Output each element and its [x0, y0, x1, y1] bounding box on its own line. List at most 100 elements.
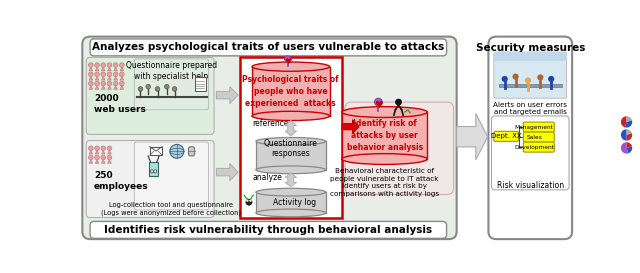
Circle shape [95, 63, 99, 67]
Polygon shape [89, 160, 93, 163]
Circle shape [170, 144, 184, 158]
FancyBboxPatch shape [195, 78, 205, 91]
Circle shape [101, 146, 106, 151]
Text: Identify risk of
attacks by user
behavior analysis: Identify risk of attacks by user behavio… [346, 119, 422, 152]
Polygon shape [101, 86, 105, 89]
FancyBboxPatch shape [150, 147, 162, 155]
Ellipse shape [342, 154, 428, 164]
Polygon shape [101, 77, 105, 80]
Circle shape [548, 76, 554, 82]
Circle shape [146, 84, 150, 89]
Wedge shape [625, 120, 632, 127]
Circle shape [246, 199, 252, 205]
Circle shape [95, 146, 99, 151]
Ellipse shape [256, 166, 326, 174]
Circle shape [88, 155, 93, 160]
FancyBboxPatch shape [494, 52, 566, 98]
Circle shape [88, 72, 93, 77]
Polygon shape [95, 86, 99, 89]
Circle shape [502, 76, 508, 82]
Text: Management: Management [515, 124, 554, 130]
Circle shape [396, 99, 402, 105]
Wedge shape [627, 142, 632, 148]
Circle shape [525, 78, 531, 84]
Ellipse shape [252, 111, 330, 121]
Polygon shape [95, 151, 99, 154]
Wedge shape [621, 116, 627, 127]
Polygon shape [89, 151, 93, 154]
Circle shape [155, 87, 160, 91]
FancyBboxPatch shape [83, 37, 457, 239]
FancyBboxPatch shape [345, 102, 454, 194]
Wedge shape [621, 142, 628, 154]
Circle shape [138, 87, 143, 91]
Circle shape [95, 155, 99, 160]
Polygon shape [89, 77, 93, 80]
Circle shape [107, 63, 112, 67]
Circle shape [246, 200, 248, 202]
Circle shape [374, 98, 382, 106]
FancyBboxPatch shape [524, 122, 554, 132]
Circle shape [113, 63, 118, 67]
FancyBboxPatch shape [86, 57, 214, 134]
Text: Questionnaire prepared
with specialist help: Questionnaire prepared with specialist h… [126, 61, 217, 81]
Polygon shape [216, 87, 238, 103]
Polygon shape [120, 67, 124, 71]
Polygon shape [95, 160, 99, 163]
Wedge shape [627, 129, 632, 135]
Circle shape [107, 155, 112, 160]
FancyBboxPatch shape [499, 84, 562, 87]
Text: Security measures: Security measures [476, 43, 585, 53]
Circle shape [154, 170, 157, 173]
Circle shape [107, 146, 112, 151]
FancyBboxPatch shape [90, 221, 447, 238]
Text: Questionnaire
responses: Questionnaire responses [264, 139, 317, 158]
FancyBboxPatch shape [492, 116, 569, 190]
Polygon shape [101, 160, 105, 163]
Text: Log-collection tool and questionnaire
(Logs were anonymized before collection): Log-collection tool and questionnaire (L… [102, 202, 241, 216]
Circle shape [88, 81, 93, 86]
Circle shape [150, 170, 154, 173]
Text: Alerts on user errors
and targeted emails: Alerts on user errors and targeted email… [493, 102, 567, 115]
Ellipse shape [256, 138, 326, 145]
Text: 250
employees: 250 employees [94, 171, 148, 191]
Polygon shape [108, 77, 111, 80]
Text: reference: reference [252, 119, 289, 128]
Bar [256, 192, 326, 213]
Text: Analyzes psychological traits of users vulnerable to attacks: Analyzes psychological traits of users v… [92, 42, 444, 52]
Circle shape [172, 87, 177, 91]
Bar [342, 112, 428, 159]
Polygon shape [342, 120, 359, 133]
Ellipse shape [256, 209, 326, 217]
Polygon shape [120, 77, 124, 80]
FancyBboxPatch shape [488, 37, 572, 239]
Text: ♥: ♥ [374, 100, 383, 110]
Polygon shape [101, 67, 105, 71]
Circle shape [113, 72, 118, 77]
Ellipse shape [256, 188, 326, 196]
Wedge shape [627, 133, 632, 141]
Text: 2000
web users: 2000 web users [94, 94, 146, 114]
Circle shape [107, 81, 112, 86]
Circle shape [88, 63, 93, 67]
Circle shape [513, 73, 518, 80]
Polygon shape [89, 86, 93, 89]
FancyBboxPatch shape [494, 52, 566, 61]
Text: ♥: ♥ [284, 57, 291, 66]
Polygon shape [216, 164, 238, 181]
FancyBboxPatch shape [189, 147, 195, 156]
FancyBboxPatch shape [494, 131, 518, 141]
Text: Sales: Sales [526, 135, 542, 140]
Circle shape [164, 84, 169, 89]
FancyBboxPatch shape [90, 39, 447, 56]
Text: Risk visualization: Risk visualization [497, 181, 564, 190]
Polygon shape [285, 121, 297, 136]
Polygon shape [114, 86, 118, 89]
Polygon shape [101, 151, 105, 154]
Polygon shape [285, 173, 297, 187]
Circle shape [120, 63, 124, 67]
FancyBboxPatch shape [134, 142, 209, 210]
Polygon shape [95, 67, 99, 71]
FancyBboxPatch shape [524, 132, 554, 142]
Polygon shape [457, 114, 488, 160]
